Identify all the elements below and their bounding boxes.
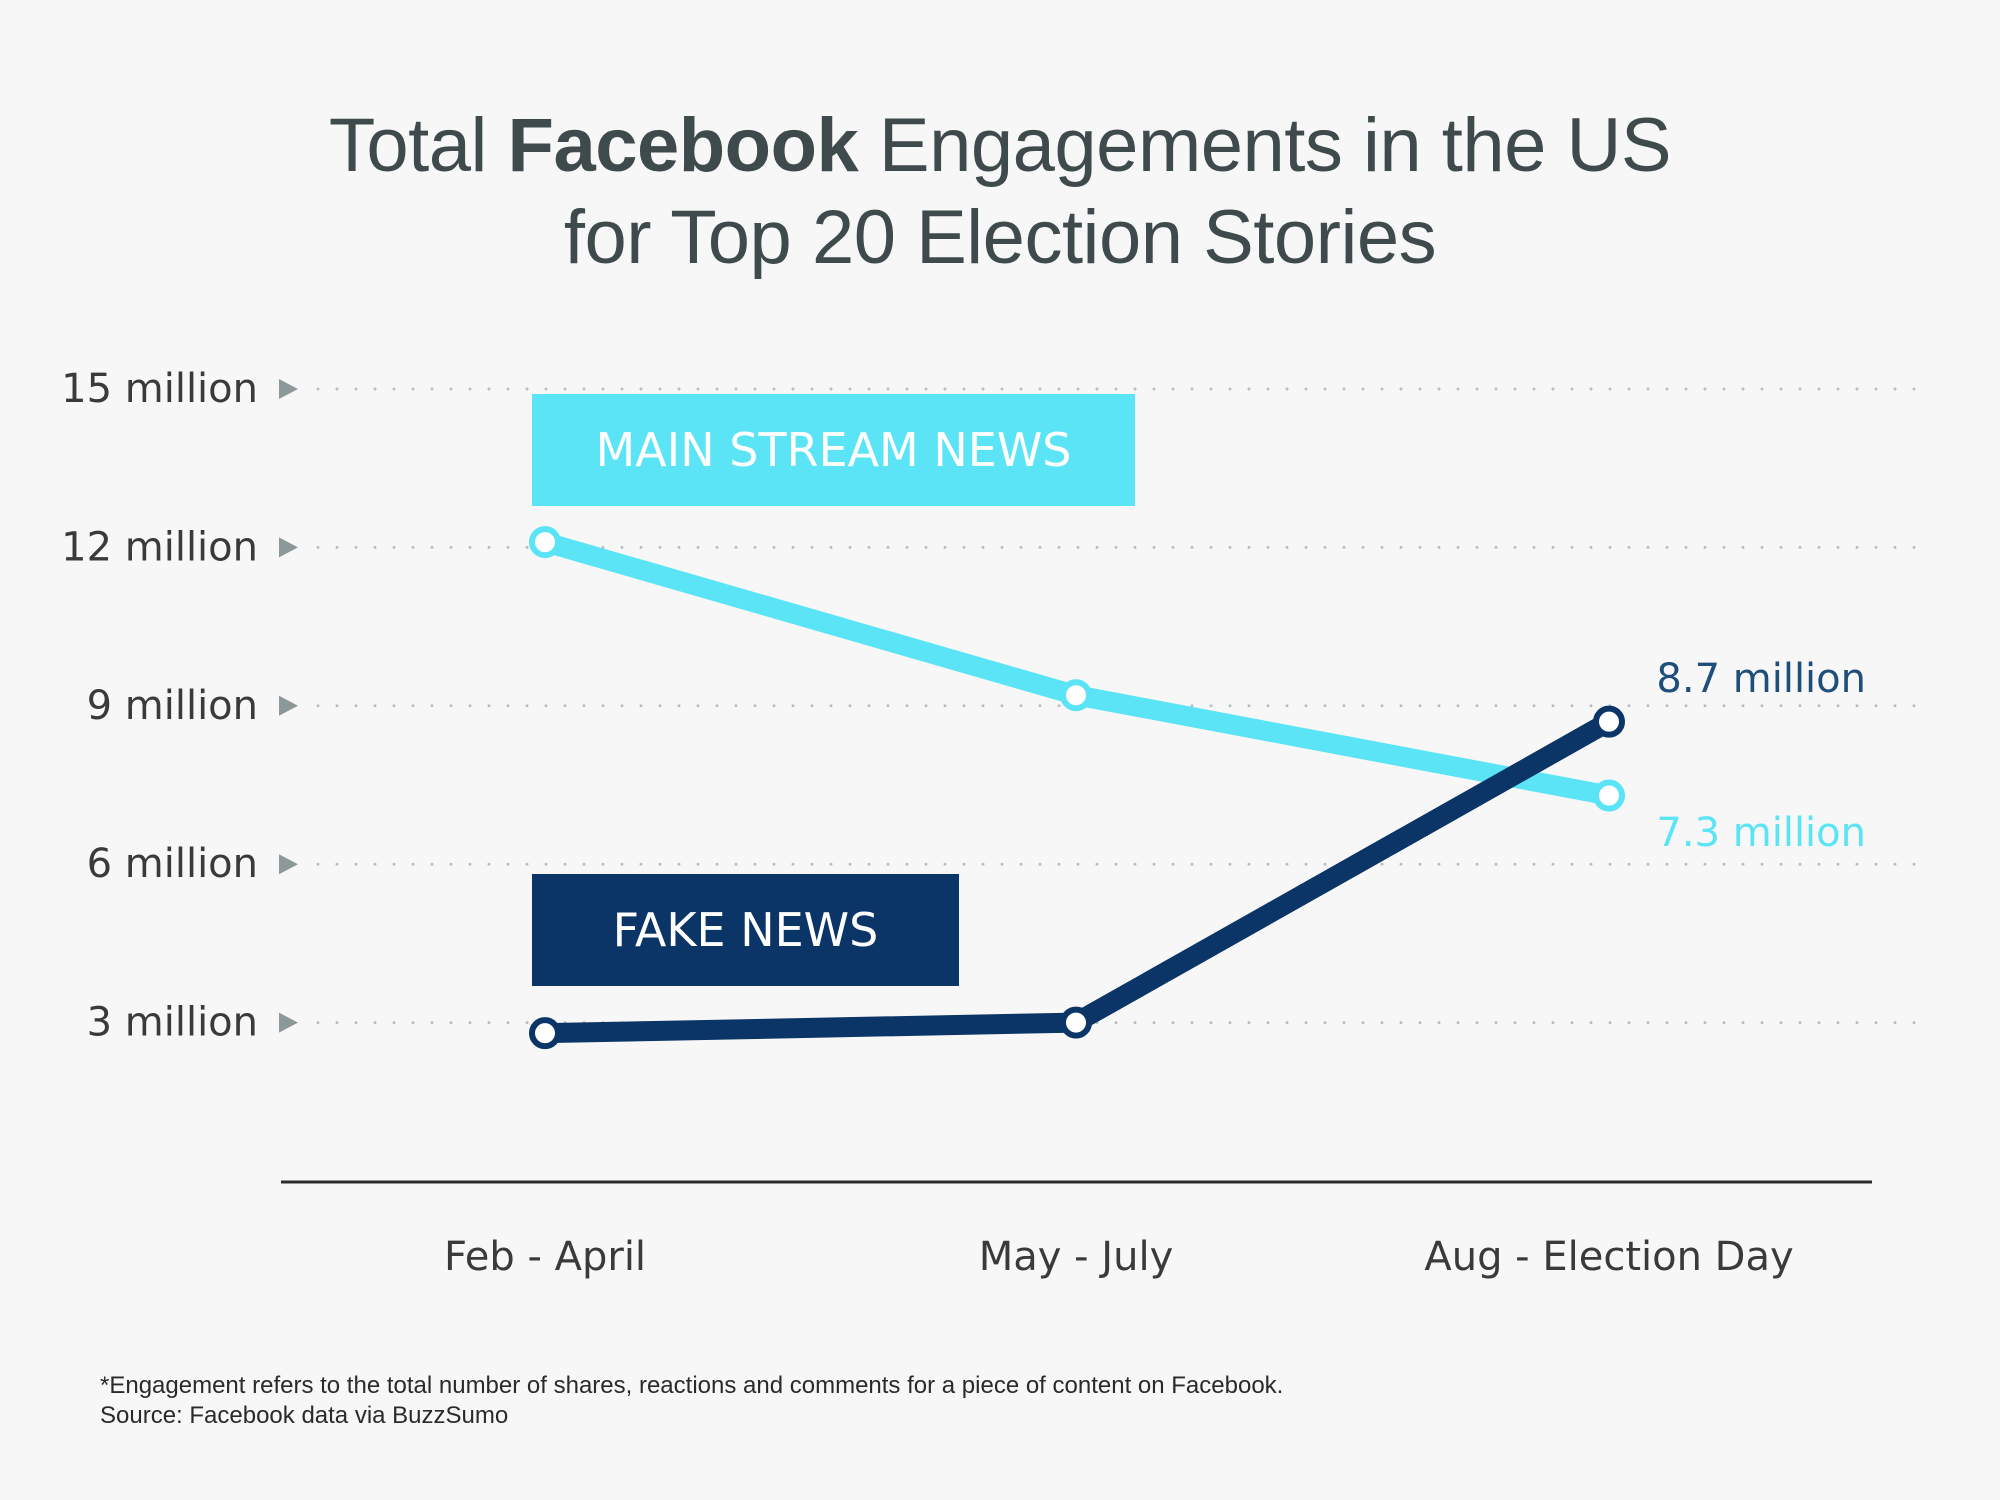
fake-news-end-label: 8.7 million	[1656, 656, 1866, 702]
y-tick-label: 3 million	[87, 1000, 258, 1046]
fake-news-point	[1593, 705, 1625, 738]
main-stream-end-label: 7.3 million	[1656, 810, 1866, 856]
main-stream-legend-box	[532, 394, 1135, 506]
footnote-source: Source: Facebook data via BuzzSumo	[100, 1402, 509, 1429]
y-tick-label: 12 million	[61, 524, 258, 570]
x-tick-label: Feb - April	[444, 1234, 646, 1280]
y-tick-label: 15 million	[61, 366, 258, 412]
y-axis-ticks: 3 million 6 million 9 million 12 million 15 …	[61, 366, 298, 1046]
title-prefix: Total	[328, 103, 508, 188]
legend-boxes: MAIN STREAM NEWS FAKE NEWS	[532, 394, 1135, 986]
end-labels: 8.7 million 7.3 million	[1656, 656, 1866, 856]
tick-arrow-icon	[279, 379, 298, 399]
tick-arrow-icon	[279, 854, 298, 875]
x-tick-label: May - July	[979, 1234, 1174, 1280]
main-stream-news-point	[1593, 779, 1625, 812]
x-axis-ticks: Feb - April May - July Aug - Election Day	[444, 1234, 1794, 1280]
tick-arrow-icon	[279, 695, 298, 716]
main-stream-news-line	[535, 532, 1619, 806]
footnote-definition: *Engagement refers to the total number o…	[100, 1372, 1284, 1399]
main-stream-news-point	[529, 526, 561, 559]
title-line-1: Total Facebook Engagements in the US	[0, 100, 2000, 192]
chart-title: Total Facebook Engagements in the US for…	[0, 100, 2000, 284]
title-suffix: Engagements in the US	[858, 103, 1672, 188]
y-tick-label: 6 million	[87, 841, 258, 887]
tick-arrow-icon	[279, 537, 298, 558]
fake-news-legend-label: FAKE NEWS	[613, 903, 879, 957]
x-tick-label: Aug - Election Day	[1424, 1234, 1793, 1280]
y-tick-label: 9 million	[87, 683, 258, 729]
fake-news-point	[529, 1017, 561, 1050]
footnote: *Engagement refers to the total number o…	[100, 1371, 1283, 1431]
title-line-2: for Top 20 Election Stories	[563, 195, 1437, 280]
fake-news-legend-box	[532, 874, 959, 986]
title-bold: Facebook	[507, 103, 859, 188]
fake-news-point	[1060, 1006, 1092, 1039]
series-group	[529, 526, 1625, 1050]
main-stream-news-point	[1060, 679, 1092, 712]
tick-arrow-icon	[279, 1012, 298, 1033]
main-stream-legend-label: MAIN STREAM NEWS	[595, 423, 1071, 477]
